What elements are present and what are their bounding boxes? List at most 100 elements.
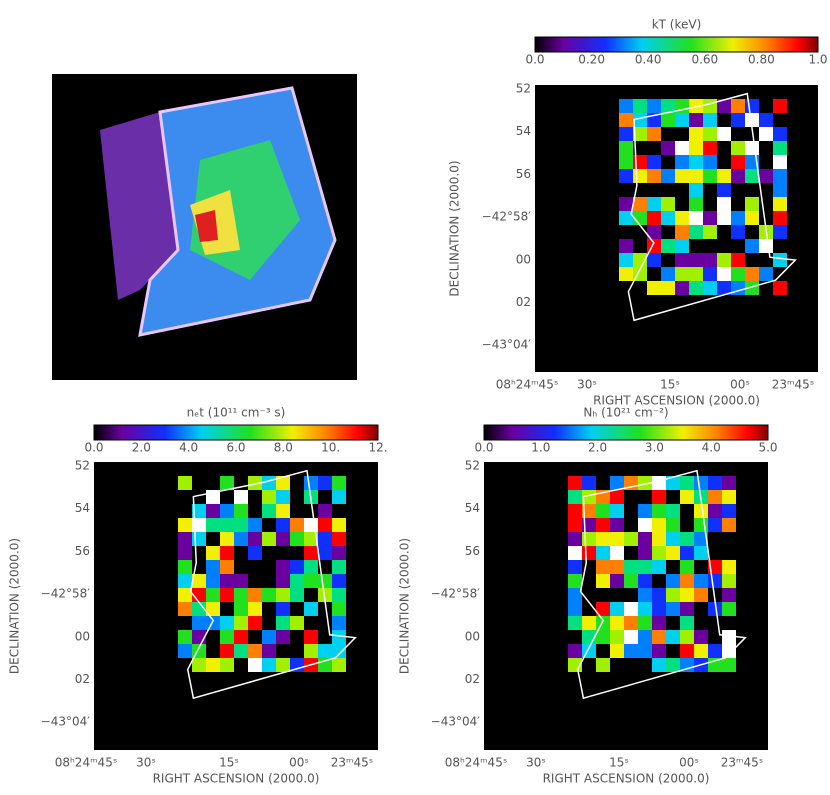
y-tick-label: 56	[75, 544, 90, 558]
map-pixel	[624, 616, 638, 630]
y-tick-label: −43°04′	[431, 715, 481, 729]
colorbar-tick-label: 0.20	[578, 53, 605, 67]
map-pixel	[680, 490, 694, 504]
map-pixel	[638, 546, 652, 560]
map-pixel	[689, 127, 703, 141]
x-tick-label: 23ᵐ45ˢ	[772, 378, 815, 392]
map-pixel	[220, 630, 234, 644]
map-pixel	[745, 281, 759, 295]
map-pixel	[206, 588, 220, 602]
map-pixel	[610, 504, 624, 518]
map-pixel	[332, 588, 346, 602]
map-pixel	[675, 225, 689, 239]
map-pixel	[722, 560, 736, 574]
map-pixel	[318, 504, 332, 518]
map-pixel	[680, 560, 694, 574]
map-pixel	[773, 225, 787, 239]
map-pixel	[689, 197, 703, 211]
map-pixel	[276, 630, 290, 644]
map-pixel	[680, 630, 694, 644]
map-pixel	[652, 518, 666, 532]
map-pixel	[680, 644, 694, 658]
map-pixel	[722, 644, 736, 658]
map-pixel	[178, 532, 192, 546]
map-pixel	[652, 546, 666, 560]
map-pixel	[722, 574, 736, 588]
x-tick-label: 00ˢ	[730, 378, 750, 392]
map-pixel	[318, 518, 332, 532]
map-pixel	[568, 532, 582, 546]
map-pixel	[262, 588, 276, 602]
map-pixel	[318, 644, 332, 658]
map-pixel	[192, 532, 206, 546]
map-pixel	[773, 141, 787, 155]
x-tick-label: 08ʰ24ᵐ45ˢ	[55, 756, 118, 770]
map-pixel	[332, 574, 346, 588]
map-pixel	[638, 560, 652, 574]
map-pixel	[759, 267, 773, 281]
map-pixel	[661, 141, 675, 155]
map-pixel	[568, 476, 582, 490]
map-pixel	[652, 644, 666, 658]
map-pixel	[248, 658, 262, 672]
map-pixel	[582, 490, 596, 504]
map-pixel	[722, 504, 736, 518]
map-pixel	[731, 211, 745, 225]
map-pixel	[694, 588, 708, 602]
map-pixel	[638, 588, 652, 602]
map-pixel	[675, 169, 689, 183]
map-pixel	[675, 239, 689, 253]
map-pixel	[745, 197, 759, 211]
x-tick-label: 00ˢ	[289, 756, 309, 770]
map-pixel	[582, 504, 596, 518]
map-pixel	[745, 169, 759, 183]
map-pixel	[596, 504, 610, 518]
map-pixel	[689, 183, 703, 197]
map-pixel	[304, 602, 318, 616]
map-pixel	[596, 532, 610, 546]
y-tick-label: 00	[465, 629, 480, 643]
map-pixel	[694, 476, 708, 490]
map-pixel	[731, 225, 745, 239]
map-panel: kT (keV) 0.0 0.20 0.40 0.60 0.80 1.0 52 54 56 −42°…	[448, 18, 828, 408]
map-pixel	[568, 546, 582, 560]
map-pixel	[262, 630, 276, 644]
map-pixel	[666, 546, 680, 560]
map-pixel	[661, 169, 675, 183]
map-pixel	[689, 253, 703, 267]
x-axis-title: RIGHT ASCENSION (2000.0)	[593, 394, 760, 408]
map-pixel	[661, 267, 675, 281]
map-pixel	[717, 267, 731, 281]
map-pixel	[619, 211, 633, 225]
map-pixel	[773, 281, 787, 295]
map-pixel	[276, 504, 290, 518]
map-pixel	[192, 658, 206, 672]
map-pixel	[703, 225, 717, 239]
map-pixel	[708, 518, 722, 532]
y-axis-title: DECLINATION (2000.0)	[448, 160, 462, 296]
map-pixel	[596, 602, 610, 616]
x-tick-label: 15ˢ	[609, 756, 629, 770]
map-pixel	[731, 141, 745, 155]
map-pixel	[703, 169, 717, 183]
x-tick-label: 15ˢ	[660, 378, 680, 392]
map-pixel	[220, 546, 234, 560]
map-pixel	[722, 602, 736, 616]
map-pixel	[220, 476, 234, 490]
y-tick-label: −43°04′	[41, 715, 91, 729]
map-pixel	[652, 560, 666, 574]
map-pixel	[675, 281, 689, 295]
colorbar-title: Nₕ (10²¹ cm⁻²)	[583, 406, 668, 420]
map-pixel	[633, 99, 647, 113]
map-pixel	[262, 658, 276, 672]
map-pixel	[689, 99, 703, 113]
y-tick-label: 54	[75, 501, 90, 515]
map-pixel	[192, 616, 206, 630]
map-pixel	[178, 560, 192, 574]
map-pixel	[703, 155, 717, 169]
map-pixel	[638, 630, 652, 644]
colorbar-tick-label: 2.0	[132, 441, 151, 455]
map-pixel	[220, 644, 234, 658]
colorbar-tick-label: 0.0	[84, 441, 103, 455]
